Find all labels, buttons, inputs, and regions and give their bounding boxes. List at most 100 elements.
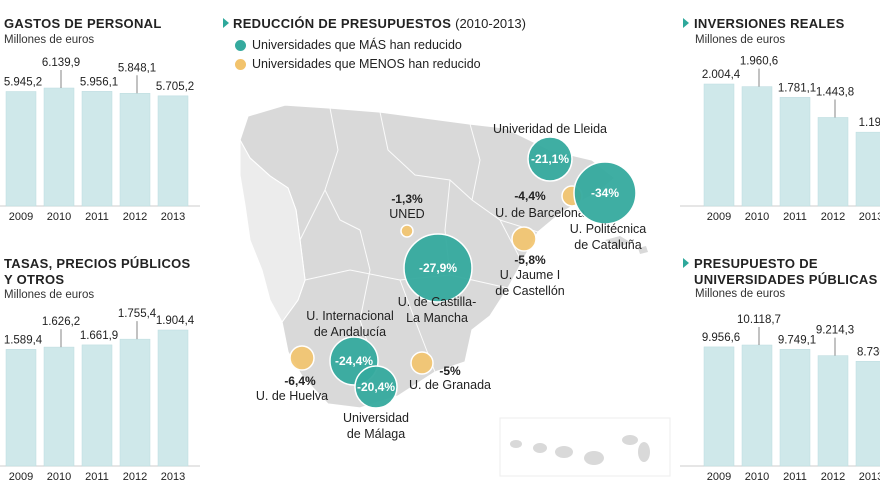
canary-islands-inset [499,417,671,477]
university-marker: U. de Castilla- La Mancha -27,9% [398,233,476,325]
canary-islands [510,435,650,465]
university-marker: U. Internacional de Andalucía -24,4% [306,309,394,386]
bar [119,93,151,207]
university-marker: U. Politécnica de Cataluña -34% [570,161,646,252]
bubble-less [400,224,414,238]
university-name: de Andalucía [314,325,386,339]
university-name: de Cataluña [574,238,641,252]
bar [157,329,189,467]
bar [119,338,151,467]
chart-title: INVERSIONES REALES [694,16,845,31]
chart-gastos-personal: GASTOS DE PERSONAL Millones de euros 5.9… [0,0,200,230]
map-period: (2010-2013) [455,16,526,31]
value-label: 1.589,4 [4,334,43,346]
chart-subtitle: Millones de euros [695,34,786,46]
bar [43,87,75,207]
university-name: U. Internacional [306,309,394,323]
tick-label: 2012 [821,211,845,223]
university-name: de Málaga [347,427,405,441]
bar-chart: 2.004,4 2009 1.960,6 2010 1.781,1 2011 1.443,8… [680,56,880,223]
value-label: 2.004,4 [702,69,741,81]
value-label: 10.118,7 [737,314,781,326]
bar [43,346,75,467]
value-label: 8.730, [857,346,880,358]
university-marker: U. de Barcelona -4,4% [495,185,585,220]
value-label: 5.945,2 [4,77,42,89]
university-name: U. Politécnica [570,222,646,236]
value-label: 1.626,2 [42,316,80,328]
bar [5,349,37,467]
bar [817,355,849,467]
bar [855,361,880,467]
bar-chart: 5.945,2 2009 6.139,9 2010 5.956,1 2011 5.848,1… [0,57,200,223]
value-label: 5.705,2 [156,81,194,93]
balearic-islands [605,236,648,254]
value-label: 9.214,3 [816,325,854,337]
tick-label: 2009 [9,471,33,483]
bar-chart: 9.956,6 2009 10.118,7 2010 9.749,1 2011 9.214,… [680,314,880,483]
university-bubbles: Univeridad de Lleida -21,1% U. de Barcelon… [256,122,646,441]
university-name: Universidad [343,411,409,425]
tick-label: 2010 [745,211,769,223]
bar-chart: 1.589,4 2009 1.626,2 2010 1.661,9 2011 1.755,4… [0,308,200,483]
bar [779,97,811,207]
value-label: 1.781,1 [778,82,816,94]
arrow-icon [683,18,689,28]
legend-label-less: Universidades que MENOS han reducido [252,57,481,71]
tick-label: 2012 [821,471,845,483]
map-panel: REDUCCIÓN DE PRESUPUESTOS (2010-2013) Un… [210,0,680,495]
tick-label: 2012 [123,471,147,483]
bar [741,86,773,207]
chart-title: GASTOS DE PERSONAL [4,16,162,31]
bar [81,344,113,467]
value-label: 1.755,4 [118,308,157,320]
value-label: 1.197 [859,117,880,129]
chart-subtitle: Millones de euros [4,34,95,46]
bubble-more [354,365,398,409]
university-name: de Castellón [495,284,565,298]
tick-label: 2011 [783,211,807,223]
bar [5,91,37,207]
university-marker: UNED-1,3% [389,192,425,238]
tick-label: 2012 [123,211,147,223]
bubble-more [527,136,573,182]
reduction-value: -34% [591,186,619,200]
reduction-value: -27,9% [419,261,457,275]
tick-label: 2013 [859,471,880,483]
tick-label: 2010 [47,211,71,223]
bubble-less [410,351,434,375]
bar [817,117,849,207]
tick-label: 2010 [47,471,71,483]
tick-label: 2013 [859,211,880,223]
university-marker: U. de Granada-5% [409,351,491,392]
university-name: UNED [389,207,424,221]
map-title: REDUCCIÓN DE PRESUPUESTOS (2010-2013) [233,16,526,31]
chart-tasas: TASAS, PRECIOS PÚBLICOS Y OTROS Millones… [0,250,200,495]
tick-label: 2009 [707,471,731,483]
arrow-icon [683,258,689,268]
chart-presupuesto: PRESUPUESTO DE UNIVERSIDADES PÚBLICAS Mi… [680,250,880,495]
tick-label: 2011 [783,471,807,483]
university-name: La Mancha [406,311,468,325]
reduction-value: -1,3% [391,192,423,206]
value-label: 6.139,9 [42,57,80,69]
value-label: 1.904,4 [156,315,195,327]
university-marker: U. Jaume I de Castellón -5,8% [495,226,565,298]
bar [157,95,189,207]
arrow-icon [223,18,229,28]
university-name: U. Jaume I [500,268,560,282]
reduction-value: -21,1% [531,152,569,166]
bubble-more [403,233,473,303]
university-marker: U. de Huelva-6,4% [256,345,328,403]
chart-subtitle: Millones de euros [4,289,95,301]
bar [779,349,811,467]
chart-title-line-1: TASAS, PRECIOS PÚBLICOS [4,256,191,271]
reduction-value: -6,4% [284,374,316,388]
tick-label: 2011 [85,211,109,223]
bubble-less [511,226,537,252]
university-name: U. de Huelva [256,389,328,403]
chart-subtitle: Millones de euros [695,288,786,300]
legend-dot-less [235,59,246,70]
university-name: Univeridad de Lleida [493,122,607,136]
reduction-value: -20,4% [357,380,395,394]
